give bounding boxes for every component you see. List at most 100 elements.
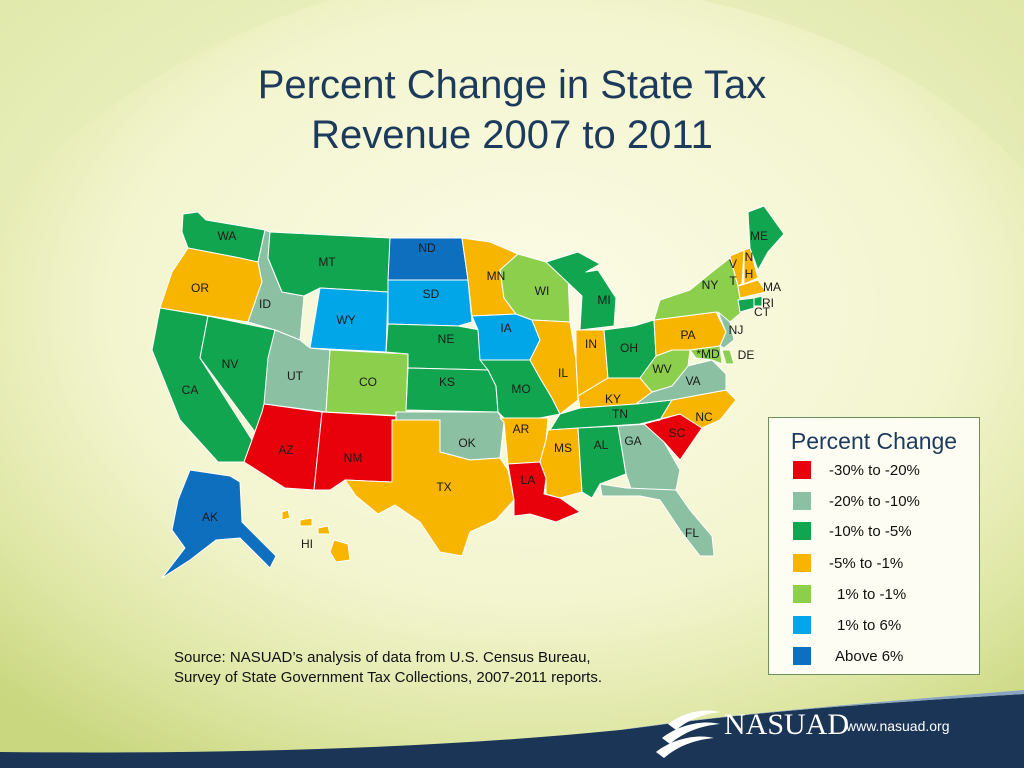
label-ne: NE <box>438 332 455 346</box>
label-co: CO <box>359 375 377 389</box>
label-ar: AR <box>513 422 530 436</box>
legend-swatch <box>793 616 811 634</box>
legend-item: Above 6% <box>793 647 973 667</box>
legend-label: -30% to -20% <box>829 462 920 479</box>
state-hi <box>281 509 351 563</box>
legend-box: Percent Change -30% to -20% -20% to -10%… <box>768 417 980 675</box>
state-ct <box>737 297 755 313</box>
label-vt-1: V <box>729 257 737 271</box>
label-nj: NJ <box>729 323 744 337</box>
label-mo: MO <box>511 382 530 396</box>
legend-label: -5% to -1% <box>829 555 904 572</box>
label-ct: CT <box>754 305 771 319</box>
label-fl: FL <box>685 526 699 540</box>
label-me: ME <box>750 229 768 243</box>
legend-swatch <box>793 492 811 510</box>
state-de <box>721 349 735 365</box>
label-ms: MS <box>554 441 572 455</box>
state-ms <box>539 427 583 499</box>
label-ky: KY <box>605 392 621 406</box>
state-nj <box>717 311 735 349</box>
label-tn: TN <box>612 407 628 421</box>
legend-swatch <box>793 522 811 540</box>
footer-bar <box>0 690 1024 768</box>
label-or: OR <box>191 281 209 295</box>
label-hi: HI <box>301 537 313 551</box>
label-id: ID <box>259 297 271 311</box>
label-mn: MN <box>487 269 506 283</box>
label-mt: MT <box>318 255 336 269</box>
state-nh <box>743 247 759 285</box>
label-nm: NM <box>344 451 363 465</box>
legend-swatch <box>793 647 811 665</box>
state-ak <box>161 469 277 579</box>
legend-item: -30% to -20% <box>793 461 973 481</box>
label-md: *MD <box>696 347 720 361</box>
label-ma: MA <box>763 280 781 294</box>
legend-swatch <box>793 585 811 603</box>
state-fl <box>599 483 715 557</box>
state-ma <box>737 279 767 299</box>
label-ia: IA <box>500 321 511 335</box>
legend-label: -10% to -5% <box>829 523 912 540</box>
label-ks: KS <box>439 375 455 389</box>
label-ny: NY <box>702 278 719 292</box>
label-nc: NC <box>695 410 713 424</box>
state-mi <box>545 251 617 331</box>
legend-swatch <box>793 554 811 572</box>
label-wa: WA <box>218 229 237 243</box>
state-sd <box>387 279 473 327</box>
slide-title: Percent Change in State Tax Revenue 2007… <box>0 60 1024 160</box>
state-md <box>689 345 723 365</box>
label-ok: OK <box>458 436 475 450</box>
label-sd: SD <box>423 287 440 301</box>
legend-item: -5% to -1% <box>793 554 973 574</box>
title-line-2: Revenue 2007 to 2011 <box>311 113 713 157</box>
legend-swatch <box>793 461 811 479</box>
state-il <box>529 319 579 415</box>
label-ca: CA <box>182 383 199 397</box>
label-ut: UT <box>287 369 304 383</box>
legend-label: -20% to -10% <box>829 493 920 510</box>
legend-item: 1% to -1% <box>793 585 973 605</box>
label-wv: WV <box>652 362 671 376</box>
label-mi: MI <box>597 293 610 307</box>
label-vt-2: T <box>729 274 737 288</box>
title-line-1: Percent Change in State Tax <box>257 63 767 107</box>
label-wy: WY <box>336 313 355 327</box>
label-la: LA <box>521 473 536 487</box>
legend-item: 1% to 6% <box>793 616 973 636</box>
legend-item: -20% to -10% <box>793 492 973 512</box>
footer-url: www.nasuad.org <box>846 718 950 734</box>
label-nv: NV <box>222 357 239 371</box>
label-il: IL <box>558 366 568 380</box>
label-sc: SC <box>669 426 686 440</box>
label-ak: AK <box>202 510 218 524</box>
state-ny <box>653 257 743 323</box>
state-tx <box>344 419 515 557</box>
label-pa: PA <box>680 328 695 342</box>
label-ri: RI <box>762 296 774 310</box>
legend-label: 1% to -1% <box>837 586 907 603</box>
label-nh-2: H <box>745 267 754 281</box>
label-ga: GA <box>624 434 641 448</box>
nasuad-logo-mark <box>656 710 720 758</box>
label-in: IN <box>585 337 597 351</box>
label-de: DE <box>738 348 755 362</box>
label-tx: TX <box>436 480 451 494</box>
label-va: VA <box>685 374 700 388</box>
legend-title: Percent Change <box>790 428 958 454</box>
label-nh-1: N <box>745 250 754 264</box>
legend-label: Above 6% <box>835 648 904 665</box>
label-az: AZ <box>278 443 293 457</box>
state-nc <box>639 389 737 429</box>
label-oh: OH <box>620 341 638 355</box>
source-line-2: Survey of State Government Tax Collectio… <box>174 669 603 686</box>
label-nd: ND <box>418 241 436 255</box>
label-wi: WI <box>535 284 550 298</box>
label-al: AL <box>594 438 609 452</box>
state-me <box>747 205 785 271</box>
state-vt <box>729 249 745 287</box>
